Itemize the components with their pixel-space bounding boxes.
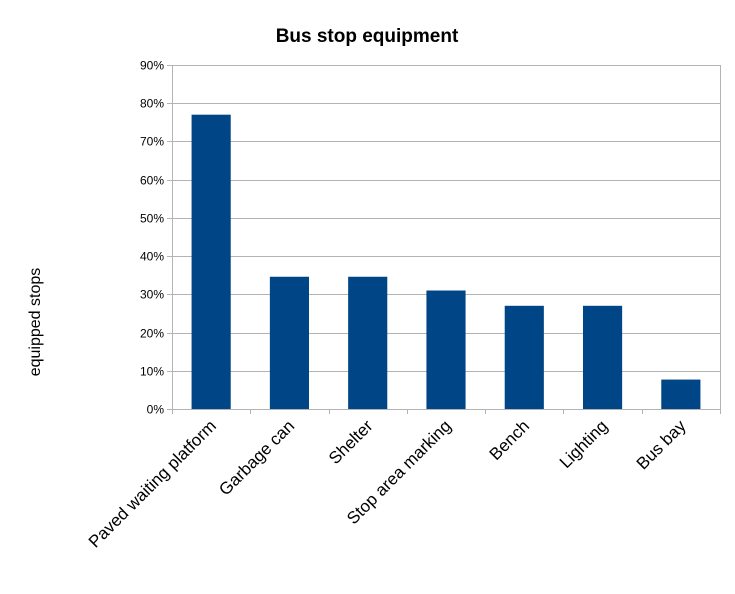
category-label: Paved waiting platform: [85, 416, 220, 551]
bar: [269, 276, 309, 409]
y-tick-label: 90%: [140, 59, 164, 73]
bar: [191, 114, 231, 409]
bar: [583, 305, 623, 409]
chart-title: Bus stop equipment: [276, 26, 459, 47]
y-tick-label: 20%: [140, 327, 164, 341]
y-tick-label: 50%: [140, 212, 164, 226]
y-tick-labels: 0% 10% 20% 30% 40% 50% 60% 70% 80% 90%: [140, 59, 164, 417]
category-label: Lighting: [556, 416, 612, 472]
bars: [191, 114, 701, 409]
category-label: Garbage can: [215, 416, 298, 499]
y-tick-label: 40%: [140, 250, 164, 264]
bar: [504, 305, 544, 409]
category-label: Shelter: [325, 416, 377, 468]
y-tick-label: 70%: [140, 135, 164, 149]
bar: [426, 290, 466, 409]
y-tick-label: 80%: [140, 97, 164, 111]
category-label: Bus bay: [633, 416, 690, 473]
y-axis-label: equipped stops: [27, 268, 44, 377]
bar: [661, 379, 701, 409]
bar: [348, 276, 388, 409]
category-label: Bench: [486, 416, 534, 464]
y-tick-label: 60%: [140, 174, 164, 188]
axes: [172, 65, 721, 410]
y-tick-label: 0%: [147, 403, 165, 417]
y-tick-label: 10%: [140, 365, 164, 379]
y-tick-label: 30%: [140, 288, 164, 302]
